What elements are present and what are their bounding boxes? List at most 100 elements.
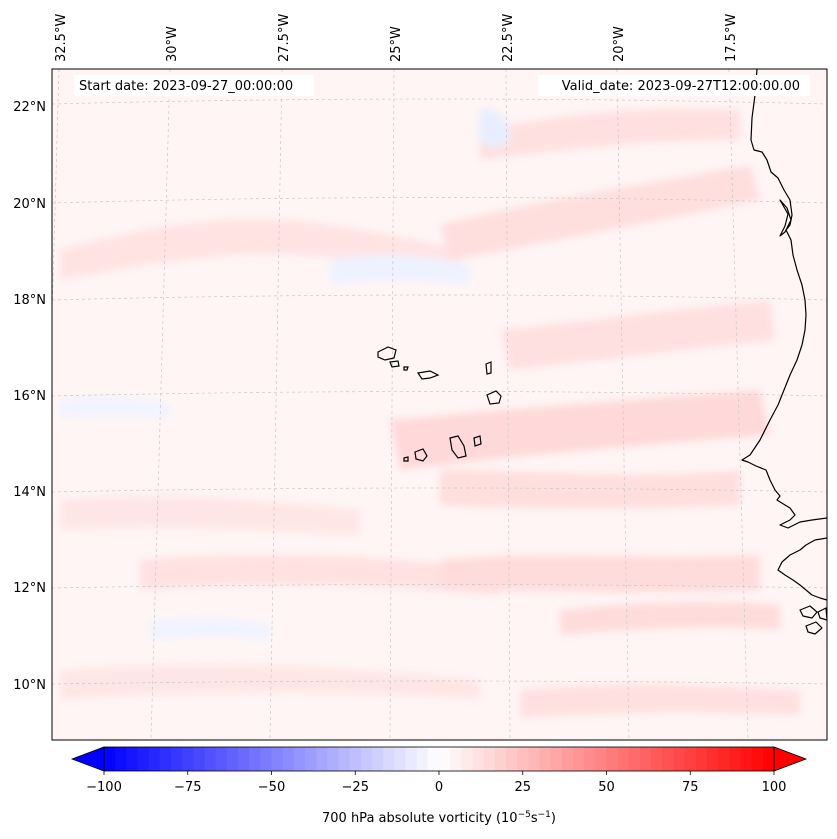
parallel-12n [52, 584, 827, 589]
colorbar-cell [628, 747, 641, 771]
colorbar-cell [539, 747, 552, 771]
island-fogo [414, 448, 428, 462]
positive-vorticity-band [440, 555, 760, 593]
colorbar-cell [427, 747, 440, 771]
colorbar-cell [383, 747, 395, 771]
positive-vorticity-band [390, 390, 770, 470]
colorbar-cell [584, 747, 596, 771]
colorbar-cell [573, 747, 585, 771]
meridian-25w [389, 69, 395, 740]
colorbar-cell [450, 747, 462, 771]
island-brava [403, 456, 409, 462]
vorticity-contours [60, 108, 800, 718]
island-sal [485, 361, 492, 375]
map-panel[interactable] [40, 69, 827, 740]
parallel-20n [52, 197, 827, 204]
positive-vorticity-band [60, 219, 460, 280]
cap-vert-inlet [779, 199, 792, 237]
colorbar-tick-label: −100 [86, 780, 122, 795]
colorbar-cell [718, 747, 730, 771]
colorbar-cell [394, 747, 406, 771]
colorbar-cell [439, 747, 451, 771]
colorbar-cell [461, 747, 473, 771]
colorbar-cell [405, 747, 418, 771]
negative-vorticity-patch [330, 254, 470, 285]
lon-label-25w: 25°W [389, 26, 404, 62]
island-santo-antao [377, 346, 397, 361]
positive-vorticity-band [500, 300, 775, 370]
island-maio [473, 435, 482, 447]
colorbar-cell [182, 747, 194, 771]
start-date-label: Start date: 2023-09-27_00:00:00 [79, 79, 293, 94]
colorbar-cell [204, 747, 217, 771]
colorbar-cell [360, 747, 373, 771]
lat-label-10n: 10°N [13, 678, 46, 693]
colorbar-label: 700 hPa absolute vorticity (10−5s−1) [322, 810, 556, 826]
longitude-labels: 32.5°W 30°W 27.5°W 25°W 22.5°W 20°W 17.5… [54, 14, 739, 62]
colorbar-cell [561, 747, 574, 771]
colorbar-cell [673, 747, 686, 771]
valid-date-label: Valid_date: 2023-09-27T12:00:00.00 [562, 79, 800, 94]
colorbar-cell [126, 747, 138, 771]
guinea-bissau-islands [799, 605, 818, 619]
positive-vorticity-band [440, 470, 740, 509]
colorbar-tick-label: −75 [174, 780, 201, 795]
colorbar-cell [249, 747, 261, 771]
colorbar-cells [104, 747, 775, 771]
guinea-bissau-islands [817, 607, 827, 621]
colorbar-cell [271, 747, 284, 771]
parallel-10n [52, 680, 827, 685]
colorbar-cell [282, 747, 295, 771]
colorbar-cell [238, 747, 250, 771]
parallel-16n [52, 391, 827, 397]
island-boa-vista [486, 390, 502, 405]
parallel-14n [52, 487, 827, 493]
colorbar-tick-label: 50 [598, 780, 615, 795]
lon-label-22-5w: 22.5°W [501, 14, 516, 62]
negative-vorticity-patch [60, 397, 170, 418]
lat-label-14n: 14°N [13, 485, 46, 500]
lon-label-27-5w: 27.5°W [277, 14, 292, 62]
colorbar-tick-label: 25 [514, 780, 531, 795]
colorbar-cell [550, 747, 563, 771]
colorbar-cell [349, 747, 362, 771]
island-santa-luzia [403, 366, 409, 371]
graticule [52, 69, 827, 740]
negative-vorticity-patch [150, 617, 270, 640]
colorbar-cell [751, 747, 764, 771]
colorbar-cell [305, 747, 317, 771]
island-santiago [449, 435, 467, 459]
colorbar-cell [528, 747, 540, 771]
colorbar-cell [316, 747, 328, 771]
colorbar-cell [695, 747, 708, 771]
colorbar-cell [494, 747, 507, 771]
parallel-22n [52, 98, 827, 105]
colorbar-cell [729, 747, 741, 771]
island-sao-nicolau [416, 370, 440, 380]
colorbar-cell [193, 747, 205, 771]
lat-label-20n: 20°N [13, 197, 46, 212]
valid-date-box [538, 75, 810, 96]
lon-label-17-5w: 17.5°W [724, 14, 739, 62]
parallel-18n [52, 294, 827, 301]
colorbar-cell [327, 747, 339, 771]
guinea-bissau-islands [805, 621, 823, 635]
negative-vorticity-patch [478, 108, 510, 147]
positive-vorticity-band [520, 684, 800, 718]
lat-label-22n: 22°N [13, 100, 46, 115]
positive-vorticity-band [60, 495, 360, 535]
positive-vorticity-band [440, 165, 760, 260]
lat-label-12n: 12°N [13, 581, 46, 596]
map-frame [51, 68, 828, 741]
colorbar-cell [293, 747, 306, 771]
colorbar-cell [472, 747, 485, 771]
colorbar-cell [684, 747, 697, 771]
colorbar-min-extend [70, 746, 105, 772]
positive-vorticity-band [60, 664, 480, 700]
colorbar-max-extend [773, 746, 808, 772]
meridian-30w [150, 69, 171, 740]
lat-label-18n: 18°N [13, 293, 46, 308]
africa-coastline-south [777, 537, 827, 601]
colorbar-cell [707, 747, 719, 771]
colorbar-cell [137, 747, 150, 771]
